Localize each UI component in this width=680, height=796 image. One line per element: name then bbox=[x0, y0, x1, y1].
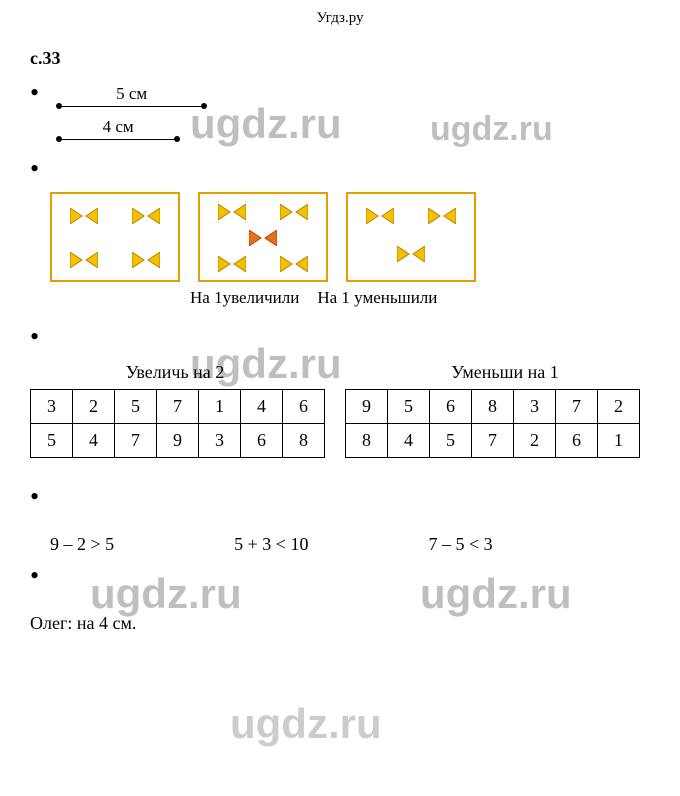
table-cell: 7 bbox=[157, 390, 199, 424]
segment-label-1: 5 см bbox=[59, 84, 204, 104]
table-cell: 9 bbox=[157, 424, 199, 458]
table-cell: 2 bbox=[73, 390, 115, 424]
table-cell: 3 bbox=[514, 390, 556, 424]
table-cell: 6 bbox=[556, 424, 598, 458]
bow-shape bbox=[218, 204, 246, 220]
table-cell: 7 bbox=[115, 424, 157, 458]
table-cell: 3 bbox=[199, 424, 241, 458]
bow-box-1 bbox=[50, 192, 180, 282]
table-decrease: 95683728457261 bbox=[345, 389, 640, 458]
caption-increase: На 1увеличили bbox=[190, 288, 299, 308]
section-segments: • 5 см 4 см bbox=[30, 84, 650, 140]
bow-shape bbox=[132, 208, 160, 224]
bow-icon bbox=[132, 208, 160, 224]
bow-icon bbox=[397, 246, 425, 262]
page-label: с.33 bbox=[30, 48, 650, 69]
inequality-2: 5 + 3 < 10 bbox=[234, 534, 308, 555]
tables-section: Увеличь на 2 Уменьши на 1 32571465479368… bbox=[30, 362, 650, 458]
bullet-icon: • bbox=[30, 84, 39, 102]
segment-dot bbox=[174, 136, 180, 142]
table-header-decrease: Уменьши на 1 bbox=[360, 362, 650, 383]
table-cell: 8 bbox=[346, 424, 388, 458]
inequalities-row: 9 – 2 > 5 5 + 3 < 10 7 – 5 < 3 bbox=[50, 534, 650, 555]
bow-shape bbox=[249, 230, 277, 246]
bow-shape bbox=[397, 246, 425, 262]
segment-line-1 bbox=[59, 106, 204, 107]
bow-icon bbox=[366, 208, 394, 224]
inequality-3: 7 – 5 < 3 bbox=[428, 534, 492, 555]
bullet-icon: • bbox=[30, 488, 650, 506]
table-cell: 8 bbox=[283, 424, 325, 458]
bow-shape bbox=[218, 256, 246, 272]
table-cell: 4 bbox=[388, 424, 430, 458]
inequality-1: 9 – 2 > 5 bbox=[50, 534, 114, 555]
bullet-icon: • bbox=[30, 160, 650, 178]
bow-icon bbox=[218, 204, 246, 220]
table-cell: 5 bbox=[388, 390, 430, 424]
table-cell: 6 bbox=[241, 424, 283, 458]
table-cell: 5 bbox=[31, 424, 73, 458]
bow-shape bbox=[366, 208, 394, 224]
bow-icon bbox=[218, 256, 246, 272]
table-cell: 4 bbox=[73, 424, 115, 458]
bow-shape bbox=[70, 208, 98, 224]
table-cell: 5 bbox=[115, 390, 157, 424]
segment-label-2: 4 см bbox=[59, 117, 177, 137]
table-header-increase: Увеличь на 2 bbox=[30, 362, 320, 383]
bow-boxes-row bbox=[50, 192, 650, 282]
table-cell: 6 bbox=[283, 390, 325, 424]
watermark: ugdz.ru bbox=[230, 700, 382, 748]
bow-shape bbox=[280, 256, 308, 272]
bullet-icon: • bbox=[30, 567, 650, 585]
table-cell: 2 bbox=[598, 390, 640, 424]
final-answer: Олег: на 4 см. bbox=[30, 613, 650, 634]
table-row: 5479368 bbox=[31, 424, 325, 458]
table-cell: 1 bbox=[199, 390, 241, 424]
table-cell: 7 bbox=[472, 424, 514, 458]
header-site: Угдз.ру bbox=[317, 10, 364, 27]
table-cell: 6 bbox=[430, 390, 472, 424]
table-increase: 32571465479368 bbox=[30, 389, 325, 458]
bullet-icon: • bbox=[30, 328, 650, 346]
bow-captions: На 1увеличили На 1 уменьшили bbox=[190, 288, 650, 308]
table-cell: 5 bbox=[430, 424, 472, 458]
segment-dot bbox=[201, 103, 207, 109]
bow-shape bbox=[428, 208, 456, 224]
bow-shape bbox=[280, 204, 308, 220]
bow-shape bbox=[70, 252, 98, 268]
bow-shape bbox=[132, 252, 160, 268]
segment-dot bbox=[56, 103, 62, 109]
table-cell: 7 bbox=[556, 390, 598, 424]
segment-line-2 bbox=[59, 139, 177, 140]
bow-icon bbox=[280, 204, 308, 220]
bow-icon bbox=[249, 230, 277, 246]
caption-decrease: На 1 уменьшили bbox=[317, 288, 437, 308]
table-row: 8457261 bbox=[346, 424, 640, 458]
table-cell: 9 bbox=[346, 390, 388, 424]
bow-box-3 bbox=[346, 192, 476, 282]
table-cell: 8 bbox=[472, 390, 514, 424]
bow-icon bbox=[428, 208, 456, 224]
bow-icon bbox=[70, 208, 98, 224]
bow-icon bbox=[70, 252, 98, 268]
table-cell: 4 bbox=[241, 390, 283, 424]
table-cell: 1 bbox=[598, 424, 640, 458]
table-row: 9568372 bbox=[346, 390, 640, 424]
segment-dot bbox=[56, 136, 62, 142]
bow-icon bbox=[132, 252, 160, 268]
bow-icon bbox=[280, 256, 308, 272]
table-row: 3257146 bbox=[31, 390, 325, 424]
bow-box-2 bbox=[198, 192, 328, 282]
table-cell: 3 bbox=[31, 390, 73, 424]
table-cell: 2 bbox=[514, 424, 556, 458]
